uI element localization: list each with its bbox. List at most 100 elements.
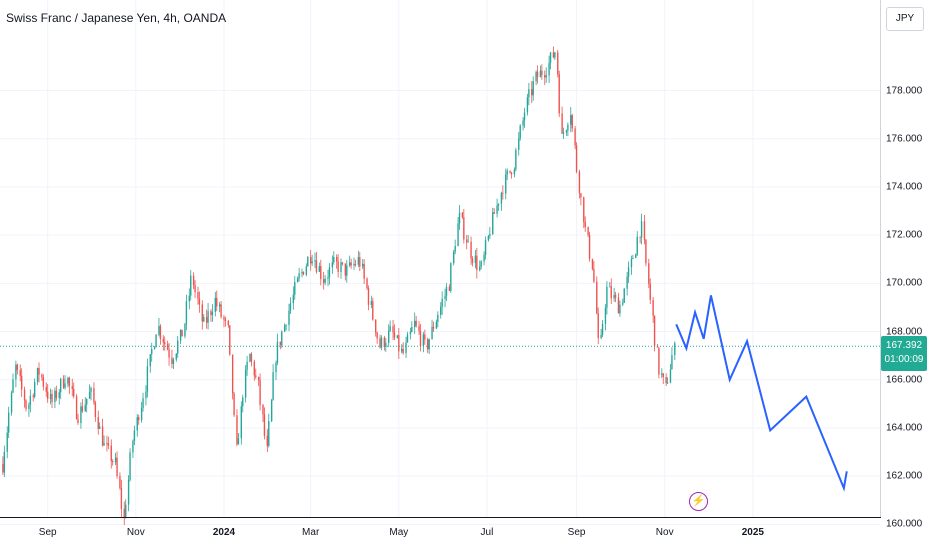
candle-body (236, 415, 238, 445)
candle-body (72, 388, 75, 397)
candle-body (25, 400, 27, 409)
candle-body (19, 370, 21, 376)
candle-body (545, 75, 547, 78)
candle-body (513, 169, 516, 175)
candle-body (177, 340, 179, 354)
candle-body (431, 326, 433, 340)
candle-body (398, 335, 400, 352)
candle-body (42, 377, 45, 387)
candle-body (229, 325, 231, 355)
candle-body (185, 301, 188, 324)
candle-body (480, 261, 482, 267)
candle-body (279, 341, 282, 346)
candle-body (640, 221, 643, 238)
candle-body (348, 262, 351, 266)
price-tick-label: 168.000 (886, 326, 923, 338)
candle-body (414, 320, 416, 327)
candle-body (372, 301, 374, 320)
candle-body (320, 266, 322, 280)
time-tick-label: Nov (655, 527, 674, 538)
candle-body (648, 263, 650, 284)
candle-body (357, 257, 360, 265)
candle-body (366, 278, 368, 289)
candle-body (242, 397, 244, 407)
candle-body (565, 130, 568, 133)
candle-body (38, 368, 40, 375)
candle-body (380, 337, 383, 348)
candle-body (71, 386, 73, 389)
candle-body (544, 75, 546, 78)
candle-body (288, 310, 290, 325)
candle-body (46, 391, 49, 399)
candle-body (142, 398, 144, 409)
candle-body (51, 393, 53, 403)
candle-body (54, 390, 56, 403)
candle-body (376, 332, 378, 339)
candle-body (127, 479, 130, 505)
candle-body (67, 377, 69, 384)
candle-body (578, 171, 581, 194)
candle-body (484, 240, 487, 255)
candle-body (539, 70, 542, 78)
candle-body (64, 383, 66, 388)
candle-body (114, 457, 117, 463)
candle-body (383, 337, 386, 347)
currency-button[interactable]: JPY (886, 7, 924, 31)
candle-body (23, 389, 26, 401)
candle-body (184, 323, 186, 337)
candle-body (97, 417, 99, 429)
candle-body (305, 266, 308, 275)
candle-body (151, 348, 153, 355)
candle-body (652, 299, 654, 316)
candle-body (649, 283, 651, 300)
bar-countdown: 01:00:09 (884, 354, 924, 366)
candle-body (132, 440, 134, 453)
candle-body (374, 319, 377, 333)
candle-body (440, 306, 442, 315)
last-price-badge: 167.392 01:00:09 (881, 336, 927, 372)
candle-body (388, 330, 390, 343)
candle-body (658, 347, 660, 375)
candle-body (276, 341, 279, 363)
candle-body (216, 297, 218, 307)
candle-body (302, 271, 305, 275)
price-tick-label: 178.000 (886, 85, 923, 97)
candle-body (181, 329, 183, 337)
candle-body (140, 408, 143, 421)
candle-body (99, 426, 101, 429)
symbol-title: Swiss Franc / Japanese Yen, 4h, OANDA (6, 11, 227, 25)
candle-body (458, 212, 461, 224)
candle-body (262, 404, 264, 415)
candle-body (557, 52, 559, 75)
candle-body (190, 275, 192, 296)
candle-body (49, 393, 52, 399)
candle-body (427, 339, 429, 350)
candle-body (120, 488, 123, 509)
candle-body (341, 262, 344, 264)
candle-body (379, 338, 381, 348)
candle-body (662, 373, 664, 377)
candle-body (77, 419, 79, 423)
candle-body (506, 170, 508, 175)
candle-body (41, 374, 43, 378)
candle-body (335, 257, 338, 262)
candle-body (93, 387, 95, 403)
candle-body (285, 324, 287, 326)
candle-body (526, 97, 529, 113)
candle-body (16, 364, 19, 371)
candle-body (570, 115, 572, 125)
candle-body (448, 286, 451, 291)
candle-body (402, 348, 404, 354)
price-tick-label: 164.000 (886, 422, 923, 434)
lightning-icon[interactable]: ⚡ (689, 492, 708, 511)
candle-body (548, 62, 550, 76)
candle-body (311, 261, 313, 264)
candle-body (149, 354, 151, 367)
candle-body (476, 255, 478, 271)
candle-body (318, 266, 321, 272)
candle-body (418, 325, 420, 332)
candle-body (588, 234, 591, 259)
candle-body (10, 392, 13, 413)
